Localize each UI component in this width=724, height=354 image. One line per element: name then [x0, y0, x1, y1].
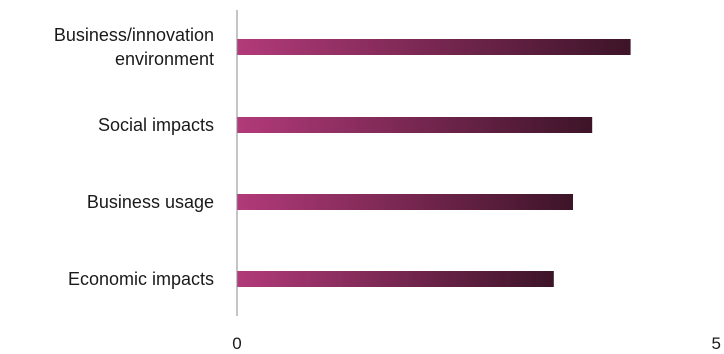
x-tick-label-1: 5: [712, 334, 721, 353]
category-label-3: Economic impacts: [68, 269, 214, 289]
bar-1: [237, 117, 593, 133]
x-tick-label-0: 0: [232, 334, 241, 353]
category-label-0: Business/innovation environment: [54, 25, 214, 69]
category-label-2: Business usage: [87, 192, 214, 212]
bar-0: [237, 39, 631, 55]
category-label-line: Economic impacts: [68, 269, 214, 289]
bars-layer: [237, 39, 631, 287]
bar-3: [237, 271, 554, 287]
category-label-1: Social impacts: [98, 115, 214, 135]
category-label-line: Business/innovation: [54, 25, 214, 45]
bar-2: [237, 194, 573, 210]
category-labels: Business/innovation environment Social imp…: [54, 25, 214, 289]
category-label-line: environment: [115, 49, 214, 69]
category-label-line: Social impacts: [98, 115, 214, 135]
category-label-line: Business usage: [87, 192, 214, 212]
